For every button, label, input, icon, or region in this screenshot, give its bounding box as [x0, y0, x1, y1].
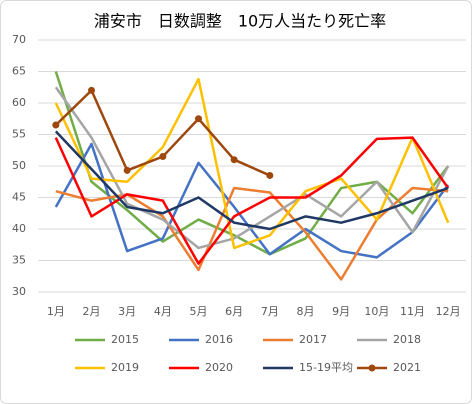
series-line	[54, 86, 450, 250]
series-line	[54, 142, 450, 259]
y-tick-label: 50	[12, 159, 26, 172]
x-tick-label: 1月	[47, 305, 65, 318]
point-marker	[266, 171, 274, 179]
x-tick-label: 5月	[190, 305, 208, 318]
legend-label: 2015	[111, 333, 139, 346]
x-tick-label: 6月	[225, 305, 243, 318]
legend-label: 2019	[111, 361, 139, 374]
legend-label: 2021	[393, 361, 421, 374]
point-marker	[230, 156, 238, 164]
y-tick-label: 55	[12, 128, 26, 141]
x-tick-label: 7月	[261, 305, 279, 318]
y-tick-label: 70	[12, 33, 26, 46]
x-tick-label: 12月	[436, 305, 461, 318]
chart-title: 浦安市 日数調整 10万人当たり死亡率	[94, 12, 386, 31]
legend-label: 15-19平均	[299, 361, 353, 374]
y-tick-label: 30	[12, 285, 26, 298]
x-tick-label: 4月	[154, 305, 172, 318]
point-marker	[88, 86, 95, 94]
series-line	[54, 136, 450, 265]
point-marker	[195, 115, 202, 123]
y-tick-label: 35	[12, 254, 26, 267]
x-tick-label: 10月	[364, 305, 389, 318]
y-tick-label: 45	[12, 191, 26, 204]
legend-label: 2018	[393, 333, 421, 346]
x-tick-label: 2月	[83, 305, 101, 318]
point-marker	[52, 121, 60, 129]
legend-label: 2020	[205, 361, 233, 374]
series-line	[54, 71, 450, 256]
x-tick-label: 11月	[400, 305, 425, 318]
point-marker	[123, 166, 131, 174]
x-tick-label: 8月	[297, 305, 315, 318]
point-marker	[159, 153, 167, 161]
legend-marker	[368, 364, 376, 372]
x-tick-label: 9月	[332, 305, 350, 318]
y-tick-label: 60	[12, 96, 26, 109]
legend-label: 2017	[299, 333, 327, 346]
series-line	[54, 77, 450, 250]
y-tick-label: 40	[12, 222, 26, 235]
series-line	[54, 130, 449, 231]
y-tick-label: 65	[12, 65, 26, 78]
x-tick-label: 3月	[118, 305, 136, 318]
legend-label: 2016	[205, 333, 233, 346]
